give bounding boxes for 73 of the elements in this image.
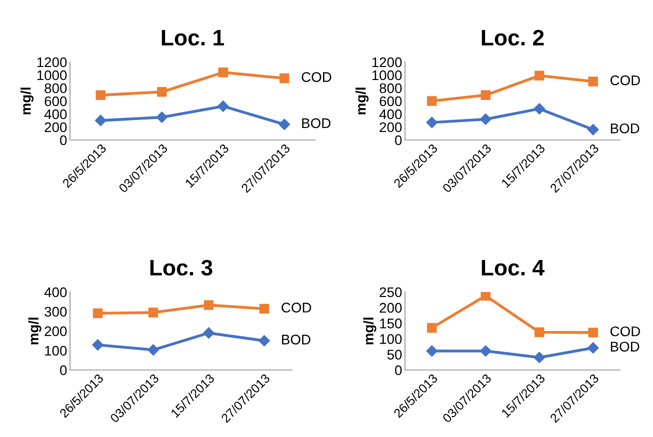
- chart-title: Loc. 3: [150, 260, 212, 276]
- point: [588, 328, 598, 338]
- point: [203, 327, 214, 339]
- point: [96, 90, 106, 100]
- point: [480, 345, 492, 357]
- y-tick-label: 800: [44, 83, 67, 94]
- point: [157, 87, 167, 97]
- point: [426, 345, 438, 357]
- series-label: BOD: [610, 123, 640, 134]
- y-tick-label: 0: [395, 135, 402, 146]
- y-tick-label: 100: [380, 334, 402, 344]
- y-tick-label: 150: [380, 318, 402, 328]
- y-tick-label: 200: [44, 122, 67, 132]
- series-label: BOD: [610, 342, 640, 352]
- point: [480, 292, 490, 301]
- series-label: COD: [610, 75, 640, 86]
- y-tick-label: 0: [395, 365, 402, 376]
- point: [218, 100, 229, 112]
- y-tick-label: 400: [44, 287, 67, 298]
- y-tick-label: 200: [44, 326, 67, 336]
- point: [259, 304, 270, 314]
- y-axis-title: mg/l: [356, 88, 369, 114]
- point: [480, 90, 490, 100]
- y-tick-label: 300: [44, 306, 67, 317]
- y-tick-label: 1000: [372, 70, 402, 80]
- y-tick-label: 1200: [37, 57, 67, 68]
- point: [534, 327, 544, 338]
- point: [204, 300, 214, 310]
- y-axis-title: mg/l: [28, 318, 42, 344]
- point: [278, 118, 290, 130]
- y-tick-label: 600: [380, 96, 402, 106]
- y-tick-label: 200: [380, 122, 402, 132]
- point: [92, 308, 103, 318]
- y-tick-label: 0: [60, 365, 67, 376]
- point: [95, 114, 106, 126]
- point: [588, 342, 599, 354]
- y-tick-label: 400: [379, 109, 402, 120]
- chart-title: Loc. 1: [162, 30, 224, 46]
- series-label: BOD: [302, 118, 330, 128]
- point: [426, 116, 438, 128]
- series-label: COD: [610, 326, 640, 336]
- y-axis-title: mg/l: [20, 88, 34, 114]
- series-label: COD: [282, 302, 312, 312]
- y-tick-label: 100: [45, 346, 67, 356]
- y-tick-label: 1000: [37, 70, 67, 80]
- point: [148, 344, 159, 356]
- point: [427, 323, 437, 333]
- y-tick-label: 250: [380, 287, 402, 298]
- series-label: BOD: [282, 334, 310, 344]
- point: [588, 76, 598, 86]
- y-tick-label: 0: [60, 135, 67, 146]
- point: [534, 70, 544, 81]
- point: [427, 96, 437, 106]
- point: [258, 335, 270, 346]
- y-axis-title: mg/l: [363, 318, 376, 344]
- point: [534, 352, 545, 364]
- chart-title: Loc. 2: [482, 30, 544, 46]
- y-tick-label: 50: [387, 350, 402, 360]
- y-tick-label: 1200: [372, 57, 402, 68]
- point: [588, 124, 599, 136]
- point: [480, 114, 492, 125]
- point: [218, 68, 228, 78]
- point: [156, 112, 168, 123]
- y-tick-label: 200: [380, 302, 402, 313]
- point: [92, 339, 104, 350]
- y-tick-label: 800: [380, 83, 402, 94]
- point: [148, 308, 158, 318]
- point: [534, 103, 545, 114]
- y-tick-label: 600: [44, 96, 67, 106]
- chart-title: Loc. 4: [482, 260, 544, 276]
- y-tick-label: 400: [44, 109, 67, 120]
- series-label: COD: [302, 72, 332, 82]
- point: [280, 73, 290, 84]
